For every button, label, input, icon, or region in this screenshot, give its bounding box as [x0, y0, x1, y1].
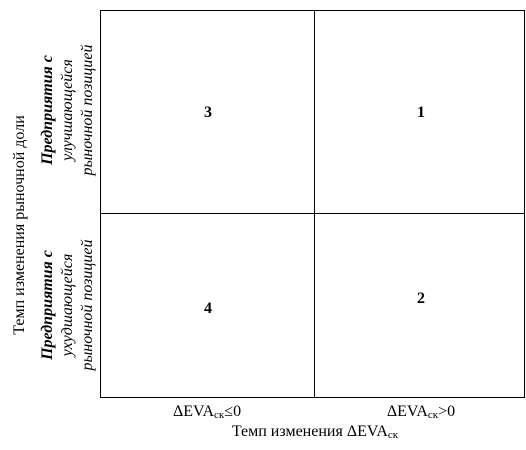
x-axis-title-prefix: Темп изменения ΔEVA [231, 423, 388, 440]
row-label-improving: Предприятия с улучшающейся рыночной пози… [38, 10, 98, 210]
horizontal-divider [101, 213, 524, 214]
cell-bottom-right-number: 2 [417, 290, 425, 307]
x-tick-left-suffix: ≤0 [224, 403, 242, 420]
row-label-improving-line-3: рыночной позицией [79, 44, 96, 176]
x-tick-left-sub: ск [214, 409, 225, 421]
row-label-improving-line-2: улучшающейся [59, 59, 76, 161]
cell-bottom-left-number: 4 [204, 300, 212, 317]
cell-top-left-number: 3 [204, 104, 212, 121]
x-axis-title-sub: ск [387, 429, 399, 441]
row-label-worsening-line-3: рыночной позицией [79, 239, 96, 371]
x-tick-right-prefix: ΔEVA [386, 403, 428, 420]
y-axis-title: Темп изменения рыночной доли [11, 115, 28, 335]
x-tick-right-suffix: >0 [438, 403, 456, 420]
row-label-improving-line-1: Предприятия с [39, 55, 56, 165]
x-tick-right: ΔEVAск>0 [387, 403, 455, 421]
matrix-grid: 3 1 4 2 [100, 10, 525, 398]
cell-top-right-number: 1 [417, 104, 425, 121]
row-label-worsening: Предприятия с ухудшающейся рыночной пози… [38, 205, 98, 405]
row-label-worsening-line-2: ухудшающейся [59, 253, 76, 357]
vertical-divider [314, 11, 315, 397]
x-tick-right-sub: ск [427, 409, 439, 421]
x-axis-title: Темп изменения ΔEVAск [232, 423, 398, 441]
x-tick-left-prefix: ΔEVA [172, 403, 215, 420]
x-tick-left: ΔEVAск≤0 [173, 403, 241, 421]
row-label-worsening-line-1: Предприятия с [39, 250, 56, 360]
